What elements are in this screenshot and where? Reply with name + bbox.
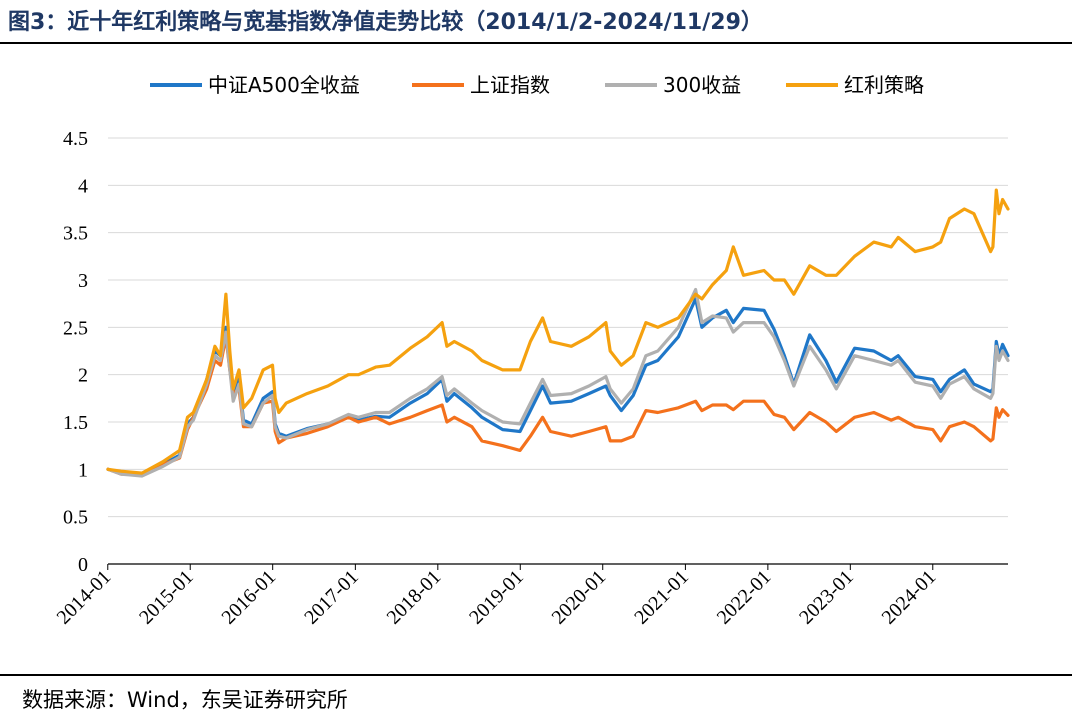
legend-label: 300收益 (663, 73, 741, 97)
legend-label: 上证指数 (470, 73, 550, 97)
y-tick-label: 2 (78, 365, 88, 387)
y-tick-label: 4.5 (63, 128, 88, 150)
series-line (106, 188, 1010, 475)
series-lines (106, 188, 1010, 478)
line-chart: 中证A500全收益 上证指数 300收益 红利策略 0 0.5 1 1.5 2 2.5 3 3.5 4… (53, 73, 1010, 629)
x-tick-label: 2024-01 (878, 566, 941, 629)
y-tick-label: 0.5 (63, 507, 88, 529)
y-tick-label: 0 (78, 554, 88, 576)
legend-label: 红利策略 (844, 73, 924, 97)
figure-title: 图3：近十年红利策略与宽基指数净值走势比较（2014/1/2-2024/11/2… (8, 10, 763, 35)
y-tick-label: 1.5 (63, 412, 88, 434)
y-axis: 0 0.5 1 1.5 2 2.5 3 3.5 4 4.5 (63, 128, 88, 576)
legend: 中证A500全收益 上证指数 300收益 红利策略 (150, 73, 924, 97)
x-tick-label: 2023-01 (795, 566, 858, 629)
x-tick-label: 2015-01 (135, 566, 198, 629)
legend-label: 中证A500全收益 (208, 73, 360, 97)
y-tick-label: 3.5 (63, 223, 88, 245)
x-tick-label: 2022-01 (713, 566, 776, 629)
x-tick-label: 2019-01 (465, 566, 528, 629)
grid-lines (108, 137, 1008, 518)
series-line (106, 287, 1010, 478)
y-tick-label: 1 (78, 459, 88, 481)
y-tick-label: 2.5 (63, 317, 88, 339)
x-tick-label: 2017-01 (300, 566, 363, 629)
y-tick-label: 3 (78, 270, 88, 292)
x-tick-label: 2021-01 (630, 566, 693, 629)
x-tick-label: 2020-01 (548, 566, 611, 629)
x-tick-label: 2018-01 (383, 566, 446, 629)
x-axis: 2014-01 2015-01 2016-01 2017-01 2018-01 2019-… (53, 563, 1008, 629)
series-line (106, 297, 1010, 477)
source-note: 数据来源：Wind，东吴证券研究所 (22, 688, 348, 712)
y-tick-label: 4 (78, 175, 88, 197)
x-tick-label: 2016-01 (218, 566, 281, 629)
title-divider (0, 42, 1072, 44)
footer-divider (0, 674, 1072, 676)
